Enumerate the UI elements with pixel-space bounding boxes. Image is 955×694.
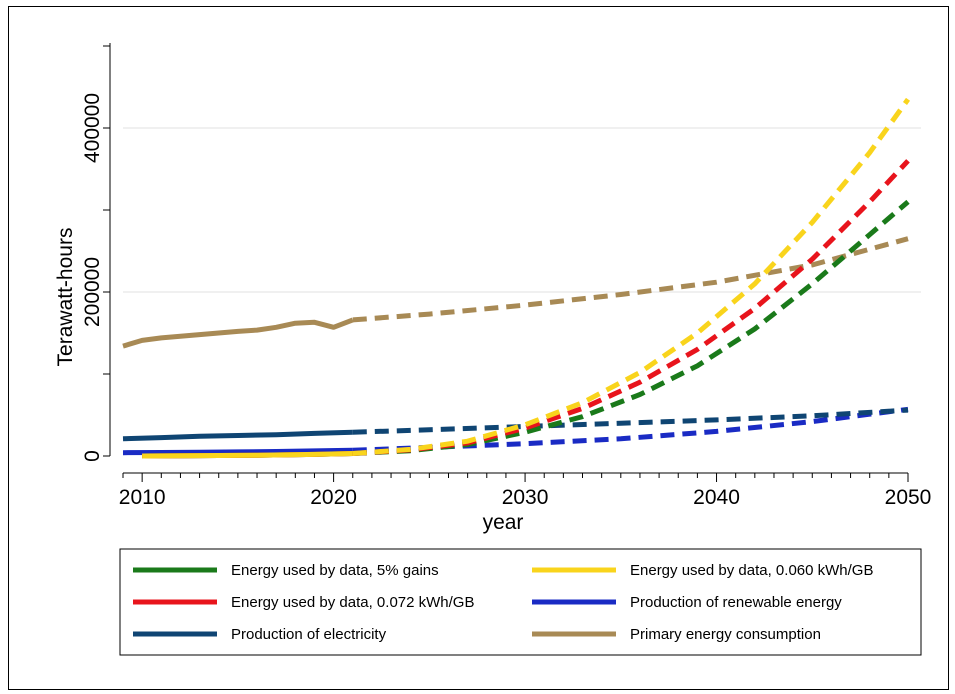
series-5-historical-line bbox=[122, 317, 354, 349]
y-tick-label-0: 0 bbox=[81, 450, 104, 462]
legend: Energy used by data, 5% gains Energy used… bbox=[119, 548, 922, 656]
x-tick-label-0: 2010 bbox=[119, 486, 166, 509]
y-tick-label-1: 200000 bbox=[81, 257, 104, 327]
legend-box bbox=[119, 548, 922, 656]
legend-label-5: Primary energy consumption bbox=[630, 626, 821, 643]
x-tick-label-1: 2020 bbox=[310, 486, 357, 509]
series-5-projected-line bbox=[352, 236, 909, 323]
x-tick-label-2: 2030 bbox=[502, 486, 549, 509]
series-3-historical-line bbox=[122, 447, 353, 456]
series-lines bbox=[122, 97, 911, 459]
series-1-projected-line bbox=[352, 97, 911, 456]
y-tick-label-2: 400000 bbox=[81, 93, 104, 163]
x-tick-label-3: 2040 bbox=[693, 486, 740, 509]
legend-label-4: Production of electricity bbox=[231, 626, 387, 643]
series-4-projected-line bbox=[352, 407, 909, 435]
x-axis-title: year bbox=[483, 511, 524, 534]
legend-label-2: Energy used by data, 0.072 kWh/GB bbox=[231, 594, 474, 611]
line-chart: 0 200000 400000 2010 2020 2030 2040 2050 year T… bbox=[54, 43, 931, 656]
y-axis-title: Terawatt-hours bbox=[54, 228, 77, 367]
figure-frame: 0 200000 400000 2010 2020 2030 2040 2050 year T… bbox=[8, 6, 949, 690]
legend-label-3: Production of renewable energy bbox=[630, 594, 842, 611]
series-1-historical-line bbox=[142, 451, 353, 459]
legend-label-0: Energy used by data, 5% gains bbox=[231, 562, 439, 579]
series-4-historical-line bbox=[122, 429, 353, 442]
x-tick-label-4: 2050 bbox=[885, 486, 932, 509]
legend-label-1: Energy used by data, 0.060 kWh/GB bbox=[630, 562, 873, 579]
axes: 0 200000 400000 2010 2020 2030 2040 2050 bbox=[81, 43, 931, 509]
gridlines bbox=[123, 127, 921, 293]
